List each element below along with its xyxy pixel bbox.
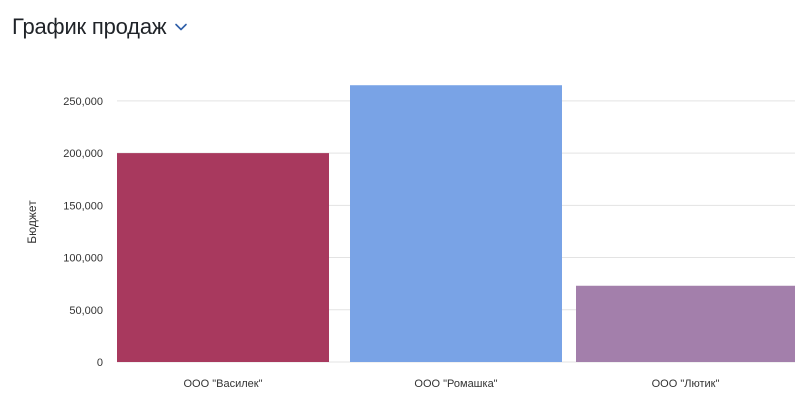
- chart-header: График продаж: [12, 14, 188, 40]
- x-axis-ticks: ООО "Василек" ООО "Ромашка" ООО "Лютик": [184, 378, 720, 390]
- x-tick-label: ООО "Василек": [184, 378, 263, 390]
- y-tick-label: 50,000: [69, 305, 103, 317]
- y-tick-label: 0: [97, 357, 103, 369]
- bar[interactable]: [350, 85, 562, 362]
- y-tick-label: 100,000: [63, 253, 103, 265]
- y-axis-ticks: 0 50,000 100,000 150,000 200,000 250,000: [63, 96, 103, 369]
- bar[interactable]: [117, 153, 329, 362]
- y-tick-label: 150,000: [63, 200, 103, 212]
- bars: [117, 85, 795, 362]
- bar[interactable]: [576, 285, 795, 362]
- y-axis-label: Бюджет: [25, 200, 39, 244]
- x-tick-label: ООО "Ромашка": [414, 378, 497, 390]
- y-tick-label: 200,000: [63, 148, 103, 160]
- x-tick-label: ООО "Лютик": [652, 378, 720, 390]
- chevron-down-icon[interactable]: [174, 20, 188, 34]
- y-tick-label: 250,000: [63, 96, 103, 108]
- chart-title: График продаж: [12, 14, 167, 39]
